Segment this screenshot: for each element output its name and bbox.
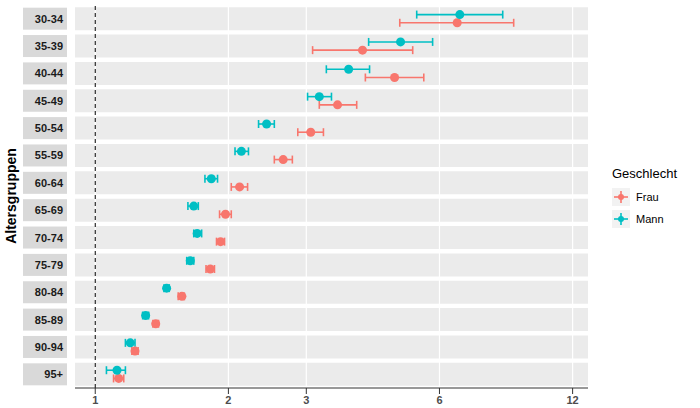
svg-text:85-89: 85-89 — [35, 314, 63, 326]
svg-text:65-69: 65-69 — [35, 204, 63, 216]
svg-text:95+: 95+ — [44, 368, 63, 380]
svg-text:1: 1 — [92, 394, 98, 406]
svg-text:35-39: 35-39 — [35, 40, 63, 52]
svg-text:6: 6 — [436, 394, 442, 406]
svg-text:45-49: 45-49 — [35, 95, 63, 107]
svg-text:3: 3 — [303, 394, 309, 406]
svg-text:Altersgruppen: Altersgruppen — [8, 148, 19, 244]
svg-text:50-54: 50-54 — [35, 122, 64, 134]
svg-text:90-94: 90-94 — [35, 341, 64, 353]
svg-text:Frau: Frau — [636, 191, 659, 203]
svg-text:Geschlecht: Geschlecht — [612, 166, 677, 181]
svg-text:12: 12 — [566, 394, 578, 406]
svg-text:Mann: Mann — [636, 213, 664, 225]
svg-text:2: 2 — [225, 394, 231, 406]
svg-text:40-44: 40-44 — [35, 67, 64, 79]
svg-text:70-74: 70-74 — [35, 232, 64, 244]
svg-text:55-59: 55-59 — [35, 149, 63, 161]
svg-text:60-64: 60-64 — [35, 177, 64, 189]
svg-text:75-79: 75-79 — [35, 259, 63, 271]
svg-text:80-84: 80-84 — [35, 286, 64, 298]
svg-text:30-34: 30-34 — [35, 13, 64, 25]
